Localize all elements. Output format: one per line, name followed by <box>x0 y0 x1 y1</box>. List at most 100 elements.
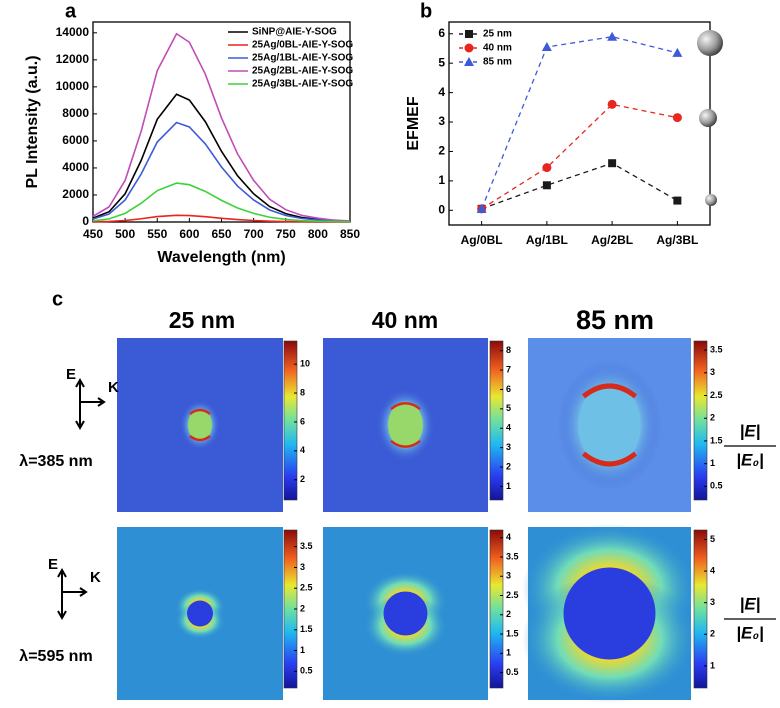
colorbar-tick-label: 3 <box>710 597 715 607</box>
y-tick-label: 6000 <box>62 133 89 147</box>
colorbar-tick-label: 10 <box>300 359 310 369</box>
y-axis-label: EFMEF <box>405 96 422 150</box>
map-particle <box>563 567 656 660</box>
map-particle <box>383 591 428 636</box>
x-tick-label: 850 <box>340 227 360 241</box>
e-arrow <box>57 567 88 621</box>
marker <box>607 31 618 41</box>
map-arc <box>189 434 211 442</box>
marker <box>672 47 683 57</box>
colorbar-tick-label: 2 <box>506 609 511 619</box>
map-core <box>388 401 423 449</box>
y-tick-label: 4 <box>438 85 445 99</box>
panel-label: c <box>52 288 63 310</box>
column-title: 25 nm <box>169 307 235 333</box>
x-tick-label: 550 <box>147 227 167 241</box>
colorbar <box>489 529 504 689</box>
colorbar-tick-label: 3 <box>300 562 305 572</box>
colorbar-tick-label: 4 <box>506 423 511 433</box>
legend-label: 85 nm <box>483 57 512 68</box>
map-arc <box>189 408 211 416</box>
quantity-denominator: |E₀| <box>736 623 764 642</box>
marker <box>673 196 682 205</box>
colorbar-tick-label: 5 <box>710 534 715 544</box>
field-map <box>522 523 697 704</box>
colorbar-tick-label: 1 <box>506 481 511 491</box>
colorbar-tick-label: 1 <box>300 645 305 655</box>
series-line <box>481 162 678 210</box>
marker <box>608 159 617 168</box>
colorbar-tick-label: 1 <box>506 648 511 658</box>
colorbar-tick-label: 2.5 <box>506 590 519 600</box>
colorbar-tick-label: 3.5 <box>710 344 723 354</box>
y-tick-label: 8000 <box>62 106 89 120</box>
colorbar-tick-label: 7 <box>506 364 511 374</box>
colorbar-tick-label: 5 <box>506 403 511 413</box>
colorbar-tick-label: 4 <box>300 445 305 455</box>
colorbar-tick-label: 3.5 <box>506 551 519 561</box>
series-line <box>92 32 351 222</box>
y-tick-label: 6 <box>438 26 445 40</box>
field-axis-label: E <box>48 556 58 573</box>
wavelength-label: λ=595 nm <box>19 648 92 665</box>
x-tick-label: Ag/0BL <box>461 233 503 247</box>
field-map <box>323 338 488 512</box>
quantity-denominator: |E₀| <box>736 450 764 469</box>
colorbar-tick-label: 0.5 <box>710 481 723 491</box>
colorbar <box>693 340 708 501</box>
sphere-icons <box>697 30 723 206</box>
colorbar-tick-label: 2 <box>710 629 715 639</box>
legend-label: 25Ag/1BL-AIE-Y-SOG <box>252 53 353 64</box>
colorbar-tick-label: 6 <box>506 384 511 394</box>
x-axis-label: Wavelength (nm) <box>157 249 285 266</box>
quantity-numerator: |E| <box>740 421 761 440</box>
marker <box>542 163 552 173</box>
colorbar-tick-label: 3.5 <box>300 541 313 551</box>
series-line <box>481 36 678 210</box>
marker <box>672 113 682 123</box>
colorbar-tick-label: 1.5 <box>710 435 723 445</box>
colorbar-tick-label: 4 <box>710 565 715 575</box>
x-tick-label: 700 <box>244 227 264 241</box>
colorbar-tick-label: 1.5 <box>506 628 519 638</box>
legend-label: SiNP@AIE-Y-SOG <box>252 27 337 38</box>
panel-label: b <box>420 0 432 22</box>
x-tick-label: 600 <box>179 227 199 241</box>
marker <box>464 43 474 53</box>
legend-label: 25Ag/2BL-AIE-Y-SOG <box>252 66 353 77</box>
colorbar-tick-label: 2 <box>506 461 511 471</box>
y-tick-label: 14000 <box>56 25 90 39</box>
wave-axis-label: K <box>90 569 101 586</box>
wavelength-label: λ=385 nm <box>19 453 92 470</box>
marker <box>607 99 617 109</box>
map-core <box>188 409 212 441</box>
series-line <box>92 214 351 223</box>
y-tick-label: 2000 <box>62 187 89 201</box>
y-tick-label: 0 <box>82 214 89 228</box>
colorbar-tick-label: 8 <box>300 387 305 397</box>
x-tick-label: 800 <box>308 227 328 241</box>
x-tick-label: 650 <box>211 227 231 241</box>
field-map <box>117 527 283 700</box>
series-line <box>92 121 351 223</box>
colorbar-tick-label: 2.5 <box>710 390 723 400</box>
colorbar-tick-label: 2.5 <box>300 583 313 593</box>
series-line <box>481 103 678 210</box>
y-tick-label: 1 <box>438 173 445 187</box>
e-arrow <box>75 377 106 431</box>
x-tick-label: Ag/3BL <box>656 233 698 247</box>
colorbar <box>693 529 708 689</box>
colorbar <box>283 340 298 501</box>
legend-label: 25Ag/3BL-AIE-Y-SOG <box>252 79 353 90</box>
colorbar-tick-label: 3 <box>710 367 715 377</box>
colorbar-tick-label: 4 <box>506 532 511 542</box>
panel-label: a <box>65 0 77 22</box>
x-tick-label: 500 <box>115 227 135 241</box>
column-title: 40 nm <box>372 307 438 333</box>
marker <box>476 203 487 213</box>
map-arc <box>390 439 421 448</box>
y-tick-label: 3 <box>438 114 445 128</box>
colorbar-tick-label: 3 <box>506 442 511 452</box>
marker <box>542 181 551 190</box>
